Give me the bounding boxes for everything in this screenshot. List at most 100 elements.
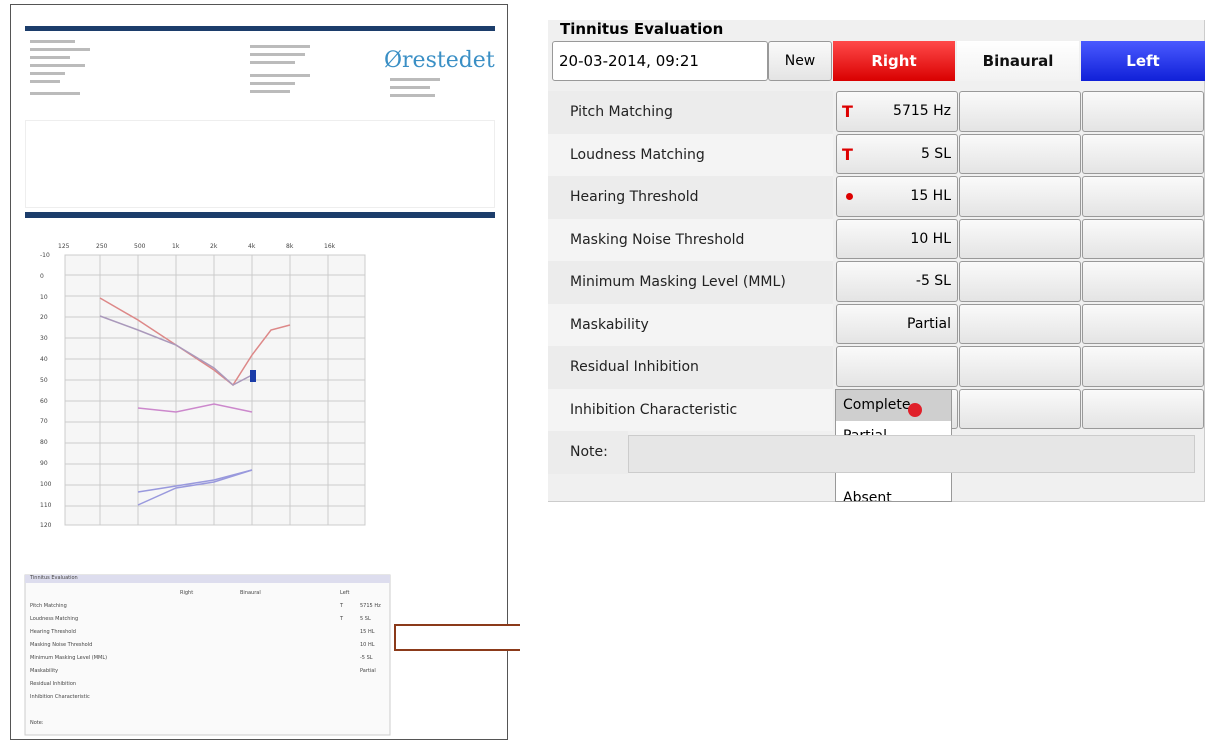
mini-table — [24, 574, 391, 736]
row-label: Residual Inhibition — [548, 346, 833, 389]
mini-row-label: Hearing Threshold — [30, 629, 76, 635]
level-label: 20 — [40, 314, 48, 322]
mini-title: Tinnitus Evaluation — [30, 575, 78, 581]
column-tab[interactable]: Binaural — [957, 41, 1079, 81]
mini-marker: T — [340, 603, 344, 609]
level-label: 100 — [40, 480, 52, 488]
mini-value: 5715 Hz — [360, 603, 381, 609]
mini-value: Partial — [360, 668, 376, 674]
mini-row-label: Residual Inhibition — [30, 681, 77, 687]
level-label: 90 — [40, 460, 48, 467]
value-cell[interactable] — [959, 218, 1081, 259]
blurred-text — [30, 40, 440, 97]
value-cell[interactable] — [1082, 346, 1204, 387]
level-label: 80 — [40, 439, 48, 447]
panel-title: Tinnitus Evaluation — [560, 20, 724, 38]
date-field[interactable]: 20-03-2014, 09:21 — [552, 41, 768, 81]
row-value: -5 SL — [915, 273, 951, 290]
value-cell[interactable] — [959, 176, 1081, 217]
level-label: 0 — [40, 272, 44, 280]
mini-value: 5 SL — [360, 616, 371, 622]
value-cell[interactable] — [1082, 261, 1204, 302]
mini-row-label: Loudness Matching — [30, 616, 79, 622]
row-value: 10 HL — [910, 230, 951, 247]
freq-label: 4k — [248, 243, 256, 250]
dropdown-item[interactable]: Absent — [843, 490, 892, 502]
report-section-bar — [25, 212, 495, 218]
note-label: Note: — [548, 431, 628, 474]
value-cell[interactable] — [959, 261, 1081, 302]
freq-label: 250 — [96, 243, 108, 250]
report-graphics — [24, 40, 520, 736]
value-cell[interactable]: 5715 Hz — [836, 91, 958, 132]
column-tab[interactable]: Right — [833, 41, 955, 81]
level-label: 50 — [40, 376, 48, 384]
row-marker: T — [842, 144, 853, 164]
value-cell[interactable] — [1082, 303, 1204, 344]
mini-marker: T — [340, 616, 344, 622]
column-tab[interactable]: Left — [1081, 41, 1205, 81]
row-value: 15 HL — [910, 188, 951, 205]
value-cell[interactable] — [1082, 176, 1204, 217]
new-button[interactable]: New — [768, 41, 832, 81]
level-label: 60 — [40, 397, 48, 405]
value-cell[interactable] — [959, 91, 1081, 132]
mini-row-label: Minimum Masking Level (MML) — [30, 655, 108, 661]
value-cell[interactable]: 10 HL — [836, 218, 958, 259]
value-cell[interactable]: 15 HL — [836, 176, 958, 217]
row-label: Loudness Matching — [548, 133, 833, 176]
mini-row-label: Pitch Matching — [30, 603, 67, 609]
mini-value: 10 HL — [360, 642, 375, 648]
mini-value: -5 SL — [360, 655, 373, 661]
note-field[interactable] — [628, 435, 1195, 473]
arrow — [394, 624, 520, 651]
mini-table-header — [25, 575, 390, 583]
value-cell[interactable]: 5 SL — [836, 133, 958, 174]
cursor-dot — [908, 402, 922, 417]
row-label: Inhibition Characteristic — [548, 388, 833, 431]
mini-row-label: Inhibition Characteristic — [30, 694, 90, 700]
value-cell[interactable]: Partial — [836, 303, 958, 344]
row-marker: T — [842, 102, 853, 121]
audiogram-curves — [99, 297, 291, 506]
freq-label: 2k — [210, 243, 218, 250]
mini-row-label: Maskability — [30, 668, 59, 674]
value-cell[interactable] — [959, 303, 1081, 344]
freq-label: 8k — [286, 243, 294, 250]
row-label: Minimum Masking Level (MML) — [548, 261, 833, 304]
value-cell[interactable]: -5 SL — [836, 261, 958, 302]
value-cell[interactable] — [959, 388, 1081, 429]
value-cell[interactable] — [959, 346, 1081, 387]
row-label: Maskability — [548, 303, 833, 346]
level-label: 40 — [40, 356, 48, 363]
mini-col: Left — [340, 590, 350, 596]
row-value: 5 SL — [920, 145, 951, 162]
level-label: -10 — [40, 252, 50, 259]
mini-row-label: Masking Noise Threshold — [30, 642, 93, 648]
value-cell[interactable] — [1082, 388, 1204, 429]
value-cell[interactable] — [1082, 133, 1204, 174]
level-label: 30 — [40, 335, 48, 343]
value-cell[interactable] — [1082, 218, 1204, 259]
row-label: Masking Noise Threshold — [548, 218, 833, 261]
audiogram-grid — [64, 254, 366, 526]
logo: Ørestedet — [384, 48, 495, 73]
level-label: 110 — [40, 501, 52, 509]
freq-label: 1k — [172, 243, 180, 250]
dropdown-item[interactable]: Complete — [836, 389, 951, 421]
value-cell[interactable] — [959, 133, 1081, 174]
report-notes-box — [25, 120, 495, 208]
level-label: 70 — [40, 418, 48, 426]
value-cell[interactable] — [836, 346, 958, 387]
row-label: Pitch Matching — [548, 91, 833, 134]
value-cell[interactable] — [1082, 91, 1204, 132]
mini-col: Right — [180, 590, 194, 596]
mini-note: Note: — [30, 720, 44, 726]
row-value: Partial — [907, 315, 951, 332]
mini-value: 15 HL — [360, 629, 375, 635]
audiogram-marker — [250, 370, 256, 382]
row-label: Hearing Threshold — [548, 176, 833, 219]
row-value: 5715 Hz — [893, 103, 951, 120]
freq-label: 500 — [134, 243, 146, 250]
